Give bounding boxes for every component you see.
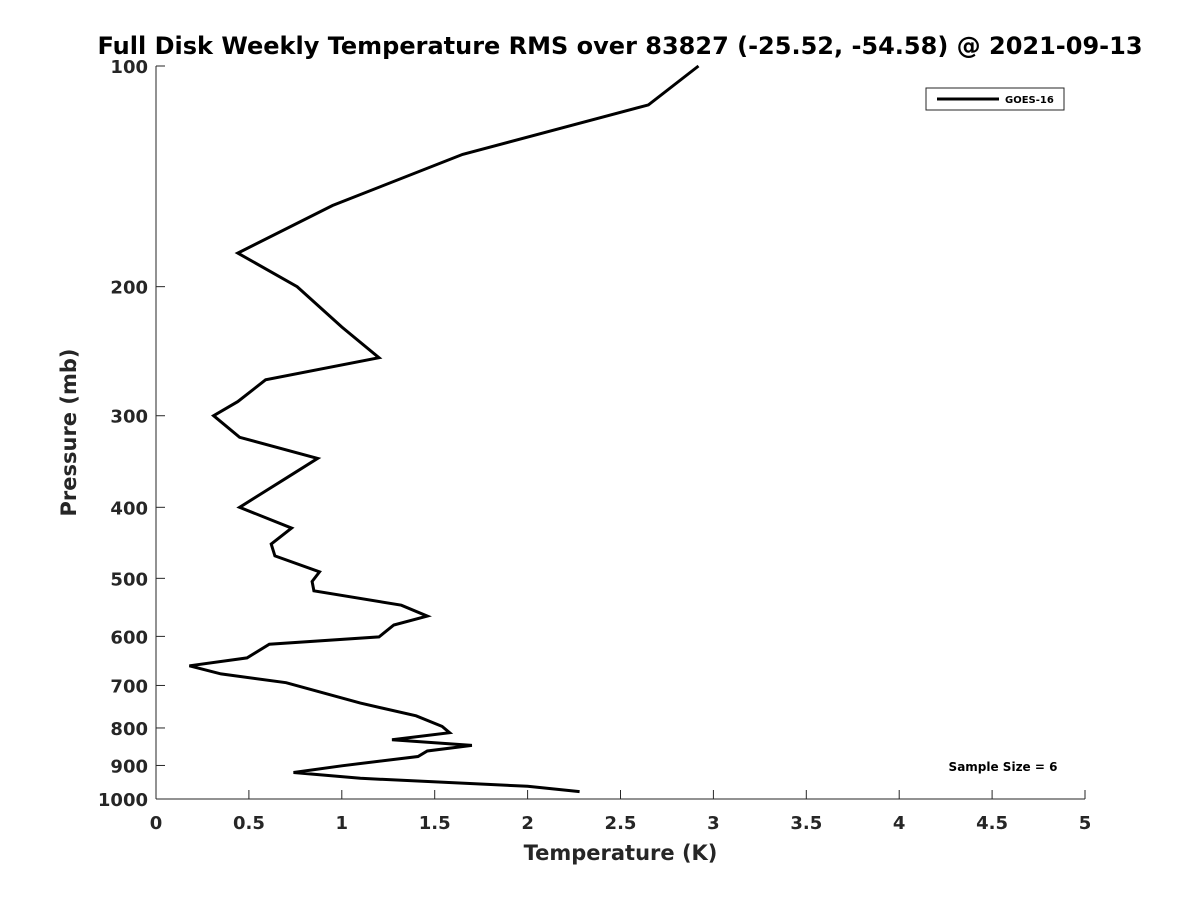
chart-title: Full Disk Weekly Temperature RMS over 83… (97, 32, 1142, 60)
y-tick-label: 700 (110, 676, 148, 697)
x-tick-label: 2 (521, 813, 534, 834)
x-tick-label: 4.5 (976, 813, 1008, 834)
x-tick-label: 2.5 (605, 813, 637, 834)
x-tick-label: 3.5 (790, 813, 822, 834)
y-tick-label: 100 (110, 57, 148, 78)
x-tick-label: 0.5 (233, 813, 265, 834)
x-tick-label: 1.5 (419, 813, 451, 834)
y-tick-label: 600 (110, 627, 148, 648)
plot-axes (155, 66, 1085, 800)
y-tick-label: 1000 (98, 790, 148, 811)
y-tick-label: 500 (110, 569, 148, 590)
x-tick-label: 1 (336, 813, 349, 834)
y-tick-label: 800 (110, 719, 148, 740)
x-tick-label: 4 (893, 813, 906, 834)
x-axis-label: Temperature (K) (524, 841, 718, 865)
sample-size-annotation: Sample Size = 6 (949, 760, 1058, 774)
y-axis-label: Pressure (mb) (57, 349, 81, 517)
x-tick-label: 0 (150, 813, 163, 834)
legend-entry-label: GOES-16 (1005, 95, 1054, 106)
y-tick-label: 400 (110, 498, 148, 519)
y-tick-label: 300 (110, 407, 148, 428)
x-axis-ticks: 0 0.5 1 1.5 2 2.5 3 3.5 4 4.5 5 (150, 790, 1092, 834)
series-lines (189, 64, 700, 794)
y-axis-ticks: 100 200 300 400 500 600 700 800 900 1000 (98, 57, 165, 811)
series-line-goes-16 (189, 64, 700, 794)
x-tick-label: 3 (707, 813, 720, 834)
x-tick-label: 5 (1079, 813, 1092, 834)
legend: GOES-16 (925, 87, 1065, 111)
y-tick-label: 200 (110, 278, 148, 299)
y-tick-label: 900 (110, 756, 148, 777)
